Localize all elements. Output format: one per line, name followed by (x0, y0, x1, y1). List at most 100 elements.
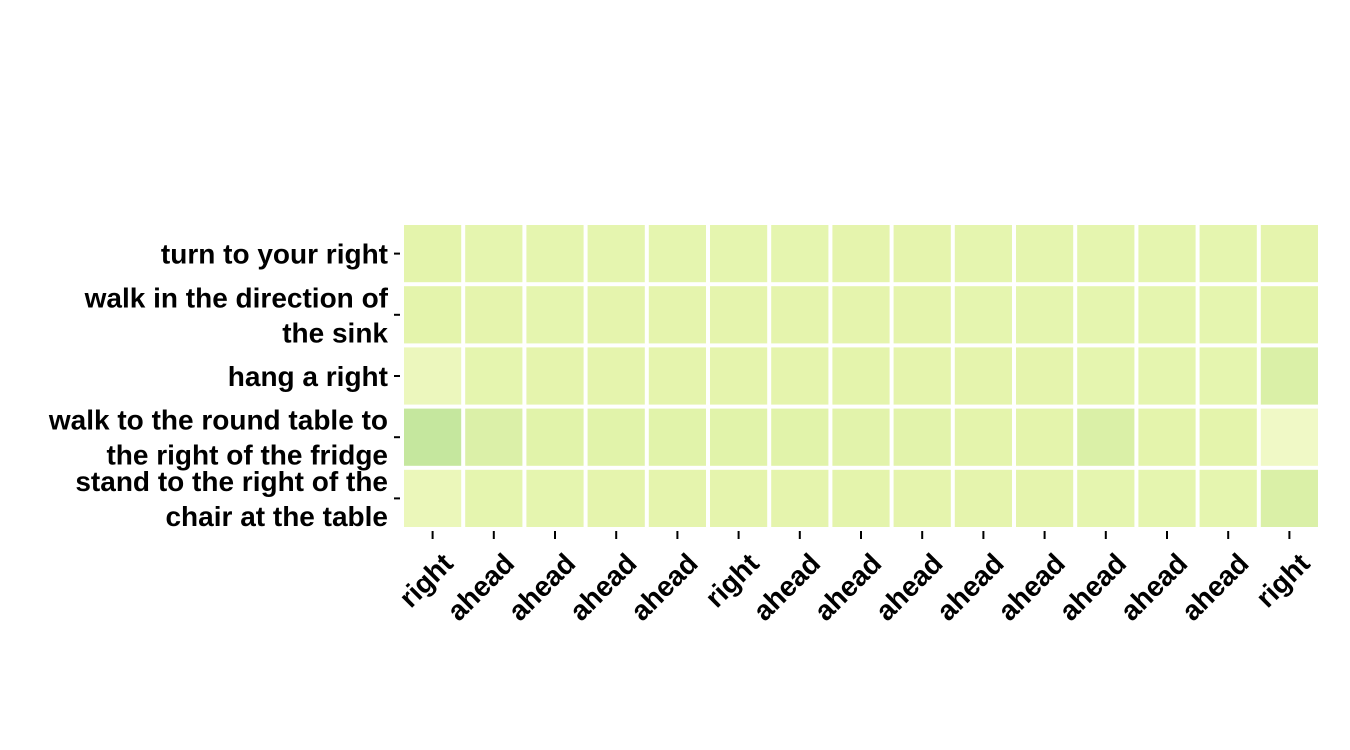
heatmap-cell-r1-c6 (771, 286, 829, 344)
x-tick-label-2: ahead (502, 547, 581, 626)
heatmap-cell-r3-c9 (954, 408, 1012, 466)
heatmap-cell-r0-c14 (1260, 225, 1318, 283)
y-tick-label-3: walk to the round table to the right of t… (48, 405, 388, 471)
y-tick-label-3-line-0: walk to the round table to (48, 405, 388, 436)
heatmap-cell-r0-c6 (771, 225, 829, 283)
heatmap-cell-r3-c3 (587, 408, 645, 466)
heatmap-cell-r2-c4 (648, 347, 706, 405)
heatmap-cell-r4-c4 (648, 469, 706, 527)
heatmap-cell-r0-c4 (648, 225, 706, 283)
heatmap-cell-r2-c11 (1077, 347, 1135, 405)
heatmap-cell-r1-c4 (648, 286, 706, 344)
x-tick-label-13: ahead (1175, 547, 1254, 626)
x-tick-label-1: ahead (441, 547, 520, 626)
heatmap-cell-r0-c10 (1016, 225, 1074, 283)
heatmap-cell-r1-c3 (587, 286, 645, 344)
x-tick-label-9: ahead (931, 547, 1010, 626)
heatmap-cell-r1-c13 (1199, 286, 1257, 344)
x-tick-label-8: ahead (869, 547, 948, 626)
heatmap-cell-r2-c14 (1260, 347, 1318, 405)
heatmap-cell-r3-c2 (526, 408, 584, 466)
heatmap-cell-r1-c7 (832, 286, 890, 344)
heatmap-cell-r1-c8 (893, 286, 951, 344)
heatmap-cell-r4-c2 (526, 469, 584, 527)
heatmap-cell-r3-c8 (893, 408, 951, 466)
heatmap-cell-r0-c12 (1138, 225, 1196, 283)
heatmap-cell-r2-c0 (404, 347, 462, 405)
heatmap-cell-r3-c12 (1138, 408, 1196, 466)
heatmap-cell-r1-c12 (1138, 286, 1196, 344)
y-tick-label-1-line-1: the sink (282, 317, 388, 348)
heatmap-cell-r2-c13 (1199, 347, 1257, 405)
heatmap-cell-r2-c9 (954, 347, 1012, 405)
heatmap-cell-r0-c8 (893, 225, 951, 283)
heatmap-cell-r0-c9 (954, 225, 1012, 283)
heatmap-cell-r0-c13 (1199, 225, 1257, 283)
heatmap-cell-r3-c14 (1260, 408, 1318, 466)
heatmap-cell-r4-c7 (832, 469, 890, 527)
heatmap-cell-r2-c7 (832, 347, 890, 405)
x-tick-label-14: right (1250, 547, 1316, 613)
heatmap-cell-r3-c4 (648, 408, 706, 466)
heatmap-cell-r0-c11 (1077, 225, 1135, 283)
heatmap-cell-r4-c13 (1199, 469, 1257, 527)
x-tick-label-6: ahead (747, 547, 826, 626)
heatmap-cell-r2-c12 (1138, 347, 1196, 405)
heatmap-cell-r0-c2 (526, 225, 584, 283)
x-tick-label-10: ahead (992, 547, 1071, 626)
heatmap-cell-r2-c3 (587, 347, 645, 405)
heatmap-cell-r3-c10 (1016, 408, 1074, 466)
heatmap-cell-r4-c3 (587, 469, 645, 527)
y-axis-ticks: turn to your right walk in the direction … (48, 239, 400, 532)
x-tick-label-4: ahead (625, 547, 704, 626)
heatmap-cell-r0-c5 (710, 225, 768, 283)
heatmap-cell-r3-c6 (771, 408, 829, 466)
y-tick-label-4-line-1: chair at the table (165, 501, 388, 532)
heatmap-cell-r4-c6 (771, 469, 829, 527)
heatmap-cell-r4-c11 (1077, 469, 1135, 527)
heatmap-cell-r4-c12 (1138, 469, 1196, 527)
y-tick-label-0: turn to your right (161, 239, 388, 270)
heatmap-cell-r0-c3 (587, 225, 645, 283)
y-tick-label-4-line-0: stand to the right of the (75, 466, 388, 497)
y-tick-label-0-line-0: turn to your right (161, 239, 388, 270)
x-tick-label-3: ahead (563, 547, 642, 626)
heatmap-cell-r4-c9 (954, 469, 1012, 527)
heatmap-cell-r4-c10 (1016, 469, 1074, 527)
heatmap-cell-r1-c5 (710, 286, 768, 344)
heatmap-cell-r3-c7 (832, 408, 890, 466)
y-tick-label-2-line-0: hang a right (228, 361, 388, 392)
heatmap-cell-r1-c2 (526, 286, 584, 344)
heatmap-cell-r4-c5 (710, 469, 768, 527)
heatmap-cell-r1-c14 (1260, 286, 1318, 344)
heatmap-cells (404, 225, 1318, 527)
heatmap-cell-r0-c1 (465, 225, 523, 283)
heatmap-cell-r3-c13 (1199, 408, 1257, 466)
heatmap-cell-r2-c2 (526, 347, 584, 405)
heatmap-cell-r2-c5 (710, 347, 768, 405)
heatmap-cell-r1-c0 (404, 286, 462, 344)
heatmap-cell-r2-c10 (1016, 347, 1074, 405)
heatmap-cell-r2-c6 (771, 347, 829, 405)
y-tick-label-4: stand to the right of the chair at the ta… (75, 466, 388, 532)
heatmap-cell-r4-c14 (1260, 469, 1318, 527)
x-tick-label-7: ahead (808, 547, 887, 626)
x-tick-label-11: ahead (1053, 547, 1132, 626)
heatmap-cell-r2-c1 (465, 347, 523, 405)
heatmap-cell-r3-c1 (465, 408, 523, 466)
y-tick-label-1: walk in the direction of the sink (84, 282, 389, 348)
y-tick-label-2: hang a right (228, 361, 388, 392)
y-tick-label-1-line-0: walk in the direction of (84, 282, 389, 313)
heatmap-cell-r3-c0 (404, 408, 462, 466)
heatmap-cell-r1-c11 (1077, 286, 1135, 344)
heatmap-cell-r0-c0 (404, 225, 462, 283)
heatmap-cell-r3-c11 (1077, 408, 1135, 466)
heatmap-cell-r4-c8 (893, 469, 951, 527)
heatmap-cell-r3-c5 (710, 408, 768, 466)
heatmap-cell-r1-c9 (954, 286, 1012, 344)
heatmap-cell-r4-c0 (404, 469, 462, 527)
heatmap-cell-r2-c8 (893, 347, 951, 405)
heatmap-cell-r1-c1 (465, 286, 523, 344)
